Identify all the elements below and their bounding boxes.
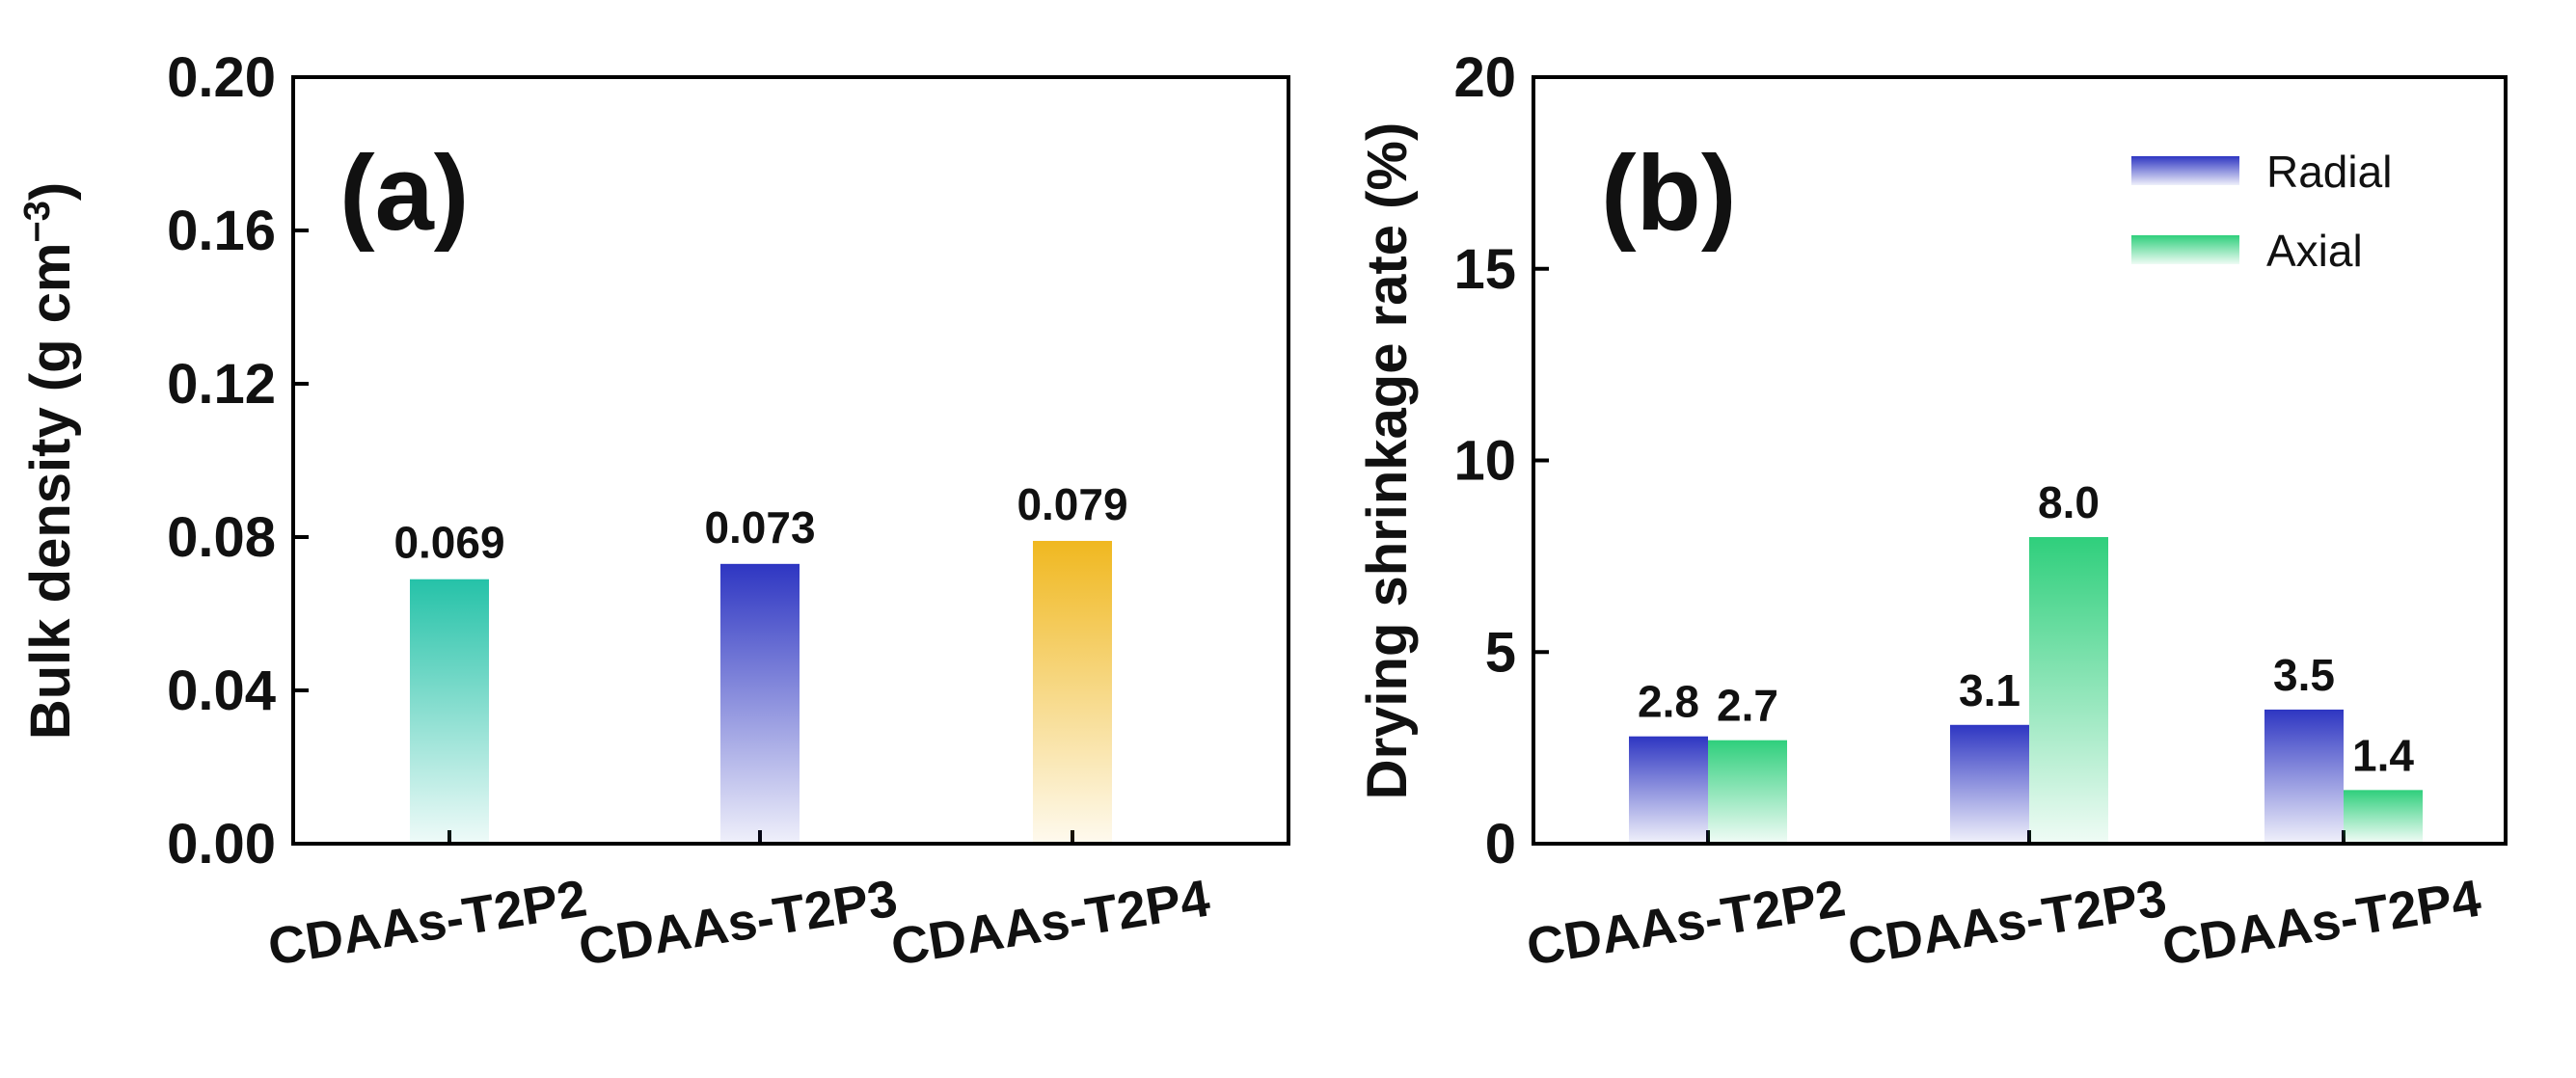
panel-a-y-axis-title-close: ) bbox=[19, 182, 82, 201]
panel-a-y-tick-label: 0.12 bbox=[167, 353, 276, 416]
panel-a-value-label: 0.079 bbox=[1017, 479, 1127, 529]
panel-a-bulk-density: (a) Bulk density (g cm−3) 0.00 0.04 0.08 0.… bbox=[17, 46, 1290, 977]
panel-a-bar-cdaas-t2p2 bbox=[410, 579, 489, 842]
panel-a-frame bbox=[291, 75, 1290, 846]
panel-b-category-label: CDAAs-T2P3 bbox=[1844, 870, 2170, 977]
panel-b-bars: 2.8 3.1 3.5 2.7 8.0 1.4 bbox=[1629, 477, 2423, 842]
panel-b-category-label: CDAAs-T2P4 bbox=[2158, 870, 2484, 977]
panel-a-y-tick-label: 0.20 bbox=[167, 46, 276, 109]
panel-b-bar-axial bbox=[2344, 790, 2423, 842]
panel-a-y-axis-title-superscript: −3 bbox=[17, 201, 58, 242]
panel-a-label: (a) bbox=[339, 134, 469, 253]
panel-b-category-label: CDAAs-T2P2 bbox=[1523, 870, 1849, 977]
panel-a-value-label: 0.069 bbox=[393, 518, 504, 568]
panel-a-bar-cdaas-t2p4 bbox=[1033, 540, 1112, 842]
panel-b-value-label-axial: 8.0 bbox=[2038, 477, 2100, 527]
panel-b-label: (b) bbox=[1601, 134, 1736, 253]
panel-b-drying-shrinkage: (b) Drying shrinkage rate (%) 0 5 10 15 20 CD… bbox=[1356, 46, 2508, 977]
panel-a-bars: 0.069 0.073 0.079 bbox=[393, 479, 1128, 842]
panel-b-bar-radial bbox=[1950, 724, 2029, 842]
panel-a-category-label: CDAAs-T2P2 bbox=[264, 870, 590, 977]
legend-swatch-axial bbox=[2131, 235, 2239, 264]
panel-a-y-tick-label: 0.00 bbox=[167, 813, 276, 876]
legend-label-axial: Axial bbox=[2266, 226, 2363, 276]
panel-a-y-tick-label: 0.04 bbox=[167, 660, 276, 722]
panel-b-value-label-radial: 3.5 bbox=[2273, 650, 2335, 700]
panel-b-bar-radial bbox=[1629, 736, 1708, 842]
panel-b-bar-axial bbox=[1708, 740, 1787, 842]
panel-b-bar-axial bbox=[2029, 537, 2108, 842]
panel-b-bar-radial bbox=[2264, 709, 2344, 842]
panel-b-value-label-radial: 2.8 bbox=[1638, 677, 1699, 727]
panel-a-y-axis-title-text: Bulk density (g cm bbox=[19, 243, 82, 741]
panel-a-y-tick-label: 0.16 bbox=[167, 200, 276, 262]
legend-label-radial: Radial bbox=[2266, 147, 2392, 197]
panel-b-y-tick-label: 15 bbox=[1453, 238, 1516, 301]
legend-swatch-radial bbox=[2131, 156, 2239, 185]
panel-b-y-tick-label: 10 bbox=[1453, 430, 1516, 493]
panel-b-value-label-axial: 1.4 bbox=[2352, 730, 2414, 780]
panel-b-y-tick-label: 5 bbox=[1485, 621, 1516, 684]
panel-b-y-tick-label: 20 bbox=[1453, 46, 1516, 109]
panel-a-value-label: 0.073 bbox=[704, 502, 815, 552]
panel-b-value-label-radial: 3.1 bbox=[1959, 665, 2020, 715]
panel-a-y-tick-label: 0.08 bbox=[167, 506, 276, 569]
panel-a-category-label: CDAAs-T2P3 bbox=[575, 870, 901, 977]
panel-b-value-label-axial: 2.7 bbox=[1717, 681, 1778, 731]
panel-b-y-axis-title: Drying shrinkage rate (%) bbox=[1356, 122, 1419, 800]
panel-b-y-tick-label: 0 bbox=[1485, 813, 1516, 876]
panel-a-bar-cdaas-t2p3 bbox=[720, 563, 800, 842]
panel-a-y-axis-title: Bulk density (g cm−3) bbox=[17, 182, 82, 740]
panel-b-legend: Radial Axial bbox=[2131, 147, 2392, 276]
panel-a-category-label: CDAAs-T2P4 bbox=[887, 870, 1213, 977]
